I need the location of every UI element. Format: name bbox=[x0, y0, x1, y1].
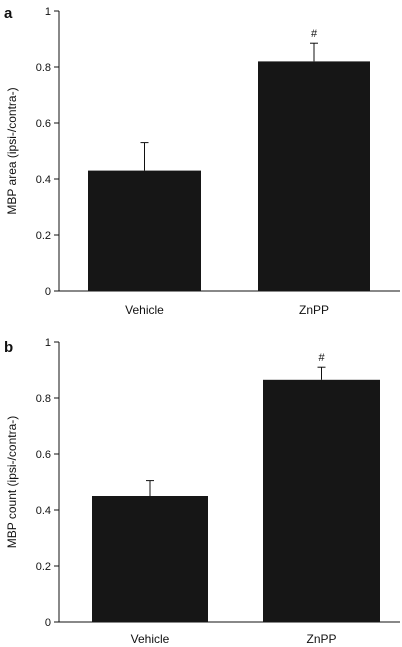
bar bbox=[263, 379, 380, 622]
x-category-label: ZnPP bbox=[299, 303, 329, 317]
y-tick-label: 0 bbox=[45, 617, 51, 629]
y-tick-label: 0.8 bbox=[36, 62, 51, 74]
bar bbox=[92, 496, 208, 622]
x-category-label: Vehicle bbox=[131, 632, 170, 646]
y-tick-label: 0.2 bbox=[36, 561, 51, 573]
bar bbox=[88, 170, 201, 291]
x-category-label: Vehicle bbox=[125, 303, 164, 317]
panel-letter: b bbox=[4, 339, 13, 356]
x-category-label: ZnPP bbox=[306, 632, 336, 646]
y-tick-label: 0.4 bbox=[36, 505, 51, 517]
panel-a: a 0 0.2 0.4 0.6 0.8 1 MBP area (ipsi-/contra-) V… bbox=[4, 5, 400, 317]
y-tick-label: 0.6 bbox=[36, 118, 51, 130]
significance-marker: # bbox=[311, 28, 318, 40]
bar bbox=[258, 61, 370, 292]
y-axis-label: MBP area (ipsi-/contra-) bbox=[5, 87, 19, 214]
panel-b: b 0 0.2 0.4 0.6 0.8 1 MBP count (ipsi-/contra-)… bbox=[4, 337, 400, 646]
y-tick-label: 1 bbox=[45, 337, 51, 349]
y-tick-label: 1 bbox=[45, 6, 51, 18]
y-tick-label: 0.2 bbox=[36, 230, 51, 242]
panel-letter: a bbox=[4, 5, 13, 22]
y-tick-label: 0.8 bbox=[36, 393, 51, 405]
y-axis-label: MBP count (ipsi-/contra-) bbox=[5, 416, 19, 549]
y-tick-label: 0 bbox=[45, 286, 51, 298]
significance-marker: # bbox=[318, 352, 325, 364]
y-tick-label: 0.4 bbox=[36, 174, 51, 186]
y-tick-label: 0.6 bbox=[36, 449, 51, 461]
